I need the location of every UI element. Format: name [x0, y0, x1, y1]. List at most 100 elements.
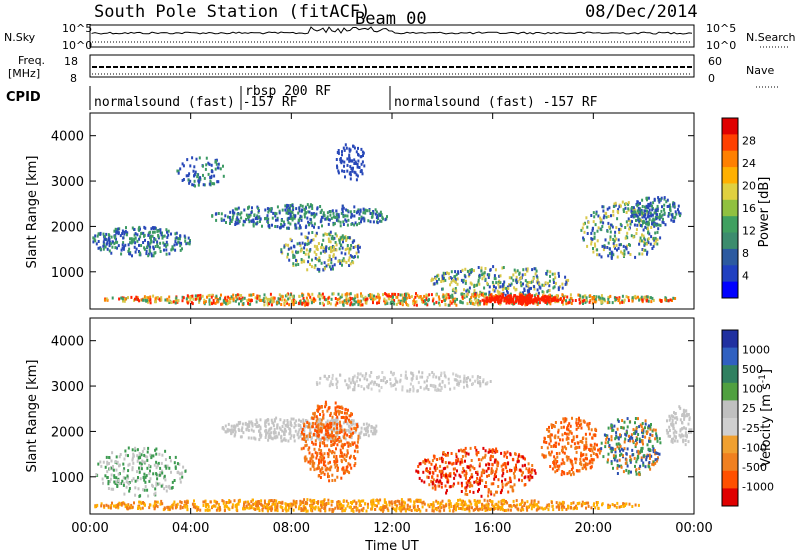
data-cell [439, 464, 442, 468]
data-cell [193, 173, 196, 176]
data-cell [590, 239, 593, 243]
data-cell [668, 429, 671, 432]
data-cell [361, 374, 364, 378]
data-cell [307, 460, 310, 464]
data-cell [310, 265, 313, 269]
nsky-tick-top-right: 10^5 [706, 22, 736, 35]
data-cell [177, 169, 180, 173]
data-cell [337, 219, 340, 223]
data-cell [347, 297, 350, 301]
data-cell [590, 231, 593, 235]
data-cell [517, 454, 520, 458]
data-cell [374, 297, 377, 301]
data-cell [592, 250, 595, 254]
data-cell [618, 458, 621, 462]
data-cell [411, 376, 414, 380]
data-cell [607, 295, 610, 299]
data-cell [528, 299, 531, 303]
data-cell [494, 277, 497, 281]
data-cell [316, 453, 319, 457]
data-cell [466, 288, 469, 292]
data-cell [217, 212, 220, 215]
data-cell [518, 271, 521, 275]
data-cell [646, 250, 649, 254]
data-cell [631, 206, 634, 210]
data-cell [319, 211, 322, 214]
data-cell [185, 174, 188, 178]
data-cell [672, 427, 675, 431]
data-cell [364, 428, 367, 432]
data-cell [672, 431, 675, 435]
data-cell [455, 303, 458, 307]
data-cell [289, 209, 292, 213]
data-cell [524, 303, 527, 307]
data-cell [181, 295, 184, 299]
data-cell [150, 227, 153, 231]
data-cell [562, 296, 565, 300]
data-cell [470, 473, 473, 477]
data-cell [549, 439, 552, 443]
data-cell [630, 209, 633, 213]
data-cell [155, 296, 158, 300]
data-cell [243, 208, 246, 212]
data-cell [192, 297, 195, 301]
data-cell [342, 443, 345, 447]
data-cell [336, 380, 339, 384]
data-cell [597, 295, 600, 299]
data-cell [256, 294, 259, 298]
data-cell [433, 282, 436, 286]
data-cell [440, 472, 443, 476]
data-cell [312, 462, 314, 466]
data-cell [614, 201, 617, 205]
data-cell [631, 296, 634, 300]
data-cell [590, 237, 593, 241]
data-cell [591, 296, 594, 299]
data-cell [343, 236, 346, 240]
data-cell [589, 294, 592, 298]
data-cell [631, 436, 634, 440]
data-cell [512, 278, 515, 282]
data-cell [270, 296, 273, 300]
data-cell [158, 246, 161, 250]
data-cell [586, 232, 589, 235]
data-cell [253, 214, 256, 217]
data-cell [190, 295, 193, 299]
data-cell [556, 464, 559, 468]
data-cell [656, 230, 659, 234]
data-cell [626, 244, 629, 248]
data-cell [656, 439, 659, 443]
data-cell [561, 286, 564, 290]
data-cell [524, 273, 527, 276]
data-cell [638, 440, 641, 444]
data-cell [420, 479, 423, 483]
data-cell [348, 292, 351, 296]
data-cell [159, 471, 162, 475]
data-cell [599, 448, 602, 452]
data-cell [271, 437, 274, 441]
data-cell [455, 289, 458, 293]
data-cell [660, 196, 663, 200]
data-cell [474, 379, 477, 383]
data-cell [574, 299, 577, 302]
data-cell [577, 441, 580, 445]
data-cell [352, 261, 355, 265]
data-cell [339, 224, 342, 228]
data-cell [519, 468, 522, 472]
data-cell [121, 243, 124, 247]
data-cell [511, 488, 514, 492]
data-cell [583, 419, 585, 423]
data-cell [168, 252, 171, 256]
data-cell [417, 470, 420, 474]
data-cell [632, 208, 635, 212]
data-cell [477, 458, 480, 462]
data-cell [575, 469, 578, 473]
data-cell [343, 416, 346, 420]
data-cell [389, 378, 392, 381]
data-cell [646, 430, 649, 434]
data-cell [432, 375, 435, 379]
data-cell [323, 374, 326, 378]
data-cell [466, 269, 469, 273]
data-cell [478, 273, 481, 277]
data-cell [202, 164, 204, 168]
data-cell [435, 463, 437, 467]
